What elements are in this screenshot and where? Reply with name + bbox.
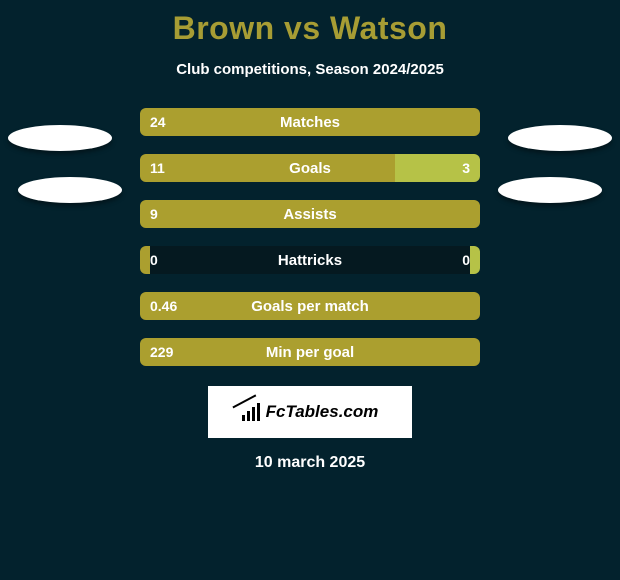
metric-value-right: 3 — [462, 154, 470, 182]
date-label: 10 march 2025 — [0, 454, 620, 472]
metric-label: Min per goal — [266, 344, 354, 361]
metric-row: 24 Matches — [0, 108, 620, 136]
metric-label: Hattricks — [278, 252, 342, 269]
metric-label: Assists — [283, 206, 336, 223]
page-title: Brown vs Watson — [0, 0, 620, 47]
metric-value-left: 11 — [150, 154, 165, 182]
comparison-infographic: Brown vs Watson Club competitions, Seaso… — [0, 0, 620, 580]
bar-fill-left — [140, 246, 150, 274]
page-subtitle: Club competitions, Season 2024/2025 — [0, 61, 620, 78]
metric-value-left: 0.46 — [150, 292, 177, 320]
logo-chart-icon — [242, 403, 260, 421]
metric-value-left: 229 — [150, 338, 173, 366]
logo: FcTables.com — [208, 386, 412, 438]
metric-value-left: 24 — [150, 108, 166, 136]
metric-label: Goals per match — [251, 298, 369, 315]
bar-fill-left — [140, 154, 395, 182]
metric-row: 0 0 Hattricks — [0, 246, 620, 274]
bar-fill-right — [470, 246, 480, 274]
metric-label: Goals — [289, 160, 331, 177]
metric-row: 0.46 Goals per match — [0, 292, 620, 320]
metric-row: 11 3 Goals — [0, 154, 620, 182]
logo-text: FcTables.com — [266, 402, 379, 422]
metric-row: 9 Assists — [0, 200, 620, 228]
metric-value-left: 0 — [150, 246, 158, 274]
metric-label: Matches — [280, 114, 340, 131]
metric-row: 229 Min per goal — [0, 338, 620, 366]
metric-value-left: 9 — [150, 200, 158, 228]
metric-value-right: 0 — [462, 246, 470, 274]
